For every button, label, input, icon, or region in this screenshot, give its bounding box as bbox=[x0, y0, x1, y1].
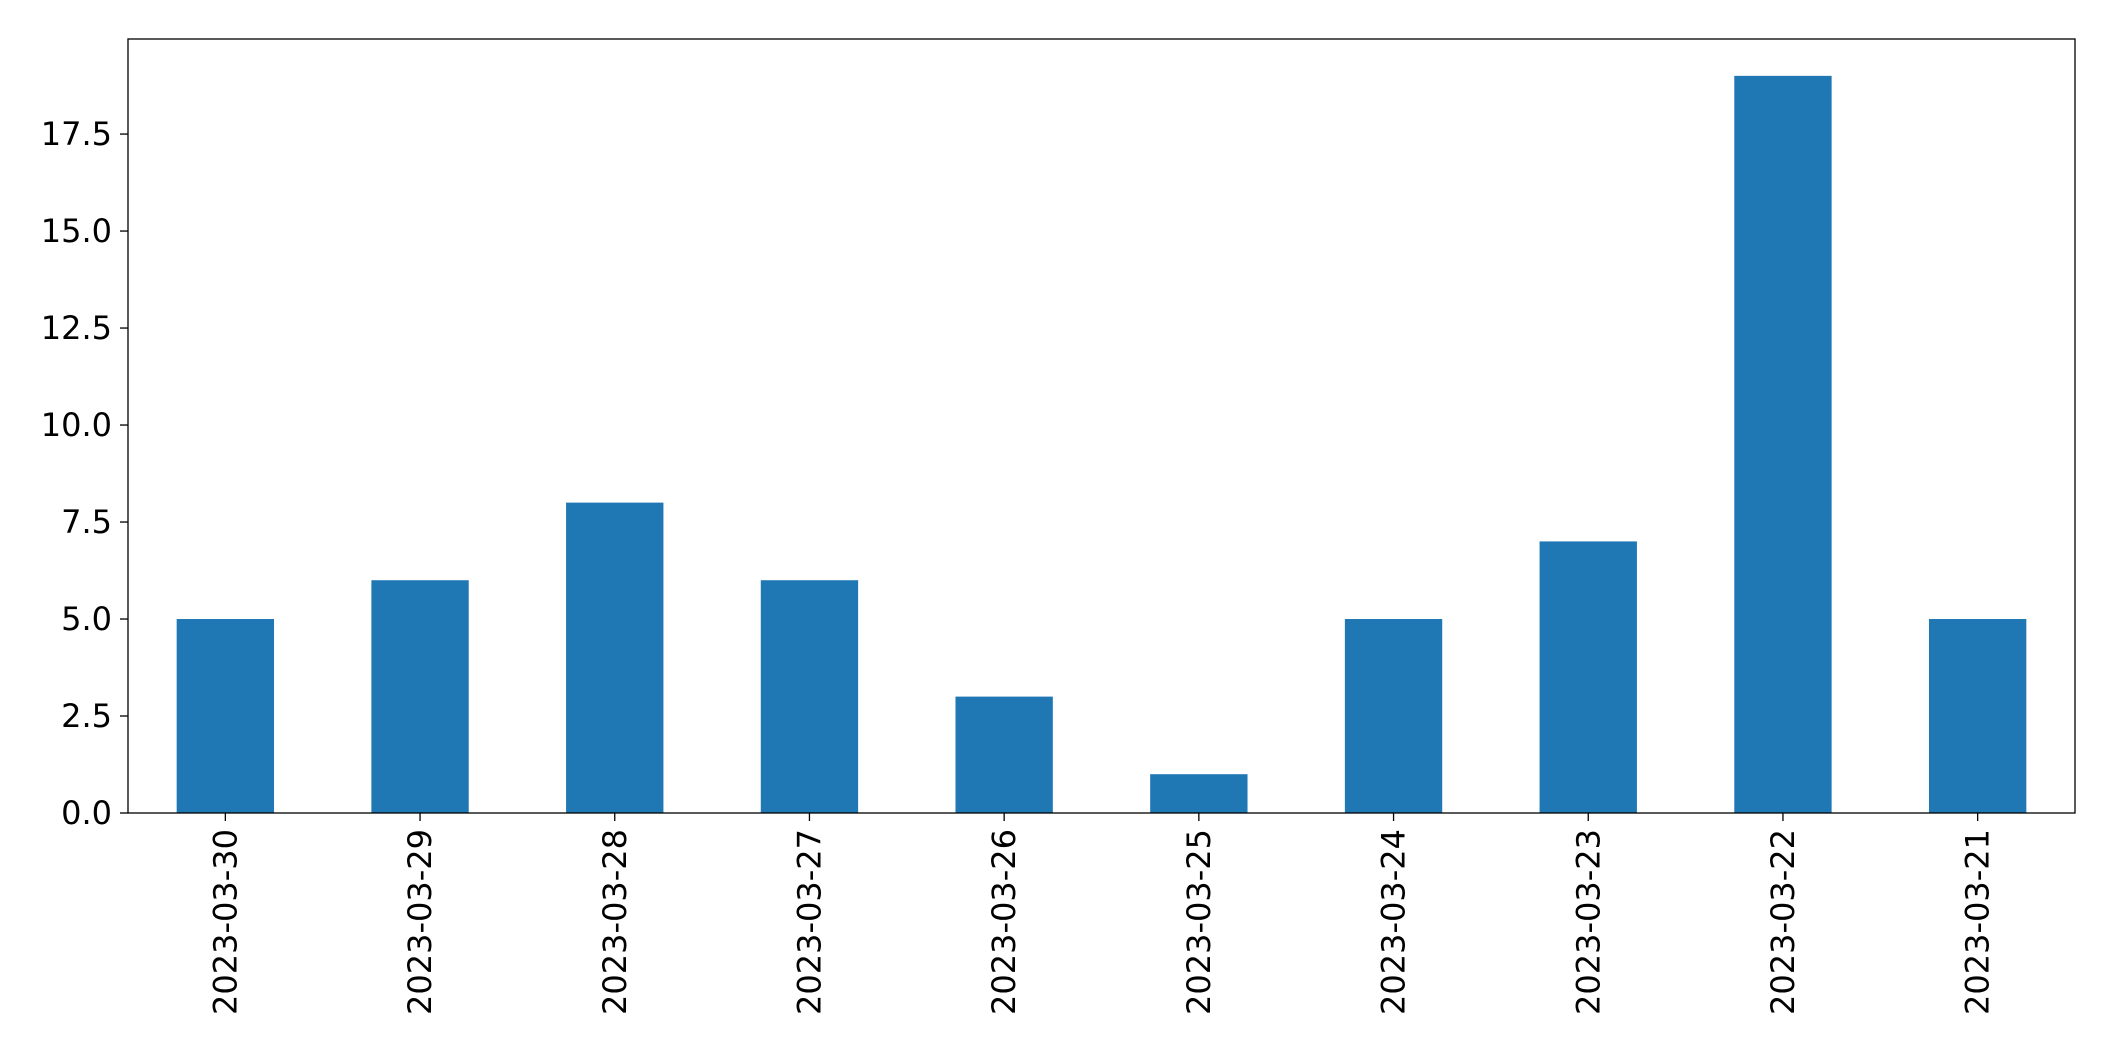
bar bbox=[1734, 75, 1832, 814]
bar bbox=[1344, 619, 1443, 813]
y-tick-label: 12.5 bbox=[41, 309, 112, 347]
x-tick-label: 2023-03-30 bbox=[206, 829, 244, 1015]
y-tick-label: 10.0 bbox=[41, 406, 112, 444]
x-tick-label: 2023-03-21 bbox=[1959, 829, 1997, 1015]
y-tick-label: 5.0 bbox=[61, 600, 112, 638]
x-tick-label: 2023-03-29 bbox=[401, 829, 439, 1015]
y-tick-label: 2.5 bbox=[61, 697, 112, 735]
y-tick-label: 15.0 bbox=[41, 212, 112, 250]
bar bbox=[176, 619, 275, 813]
y-tick-label: 0.0 bbox=[61, 794, 112, 832]
x-tick-label: 2023-03-25 bbox=[1180, 829, 1218, 1015]
bar bbox=[955, 696, 1053, 813]
bar bbox=[760, 580, 859, 813]
bar bbox=[1150, 774, 1248, 813]
x-tick-label: 2023-03-23 bbox=[1569, 829, 1607, 1015]
bar bbox=[566, 502, 664, 813]
x-tick-label: 2023-03-28 bbox=[596, 829, 634, 1015]
x-tick-label: 2023-03-26 bbox=[985, 829, 1023, 1015]
bar bbox=[371, 580, 469, 813]
bar bbox=[1539, 541, 1637, 813]
y-tick-label: 7.5 bbox=[61, 503, 112, 541]
plot-frame bbox=[127, 38, 2076, 814]
y-tick-label: 17.5 bbox=[41, 115, 112, 153]
x-tick-label: 2023-03-22 bbox=[1764, 829, 1802, 1015]
x-tick-label: 2023-03-27 bbox=[790, 829, 828, 1015]
x-tick-label: 2023-03-24 bbox=[1375, 829, 1413, 1015]
bar bbox=[1928, 619, 2027, 813]
